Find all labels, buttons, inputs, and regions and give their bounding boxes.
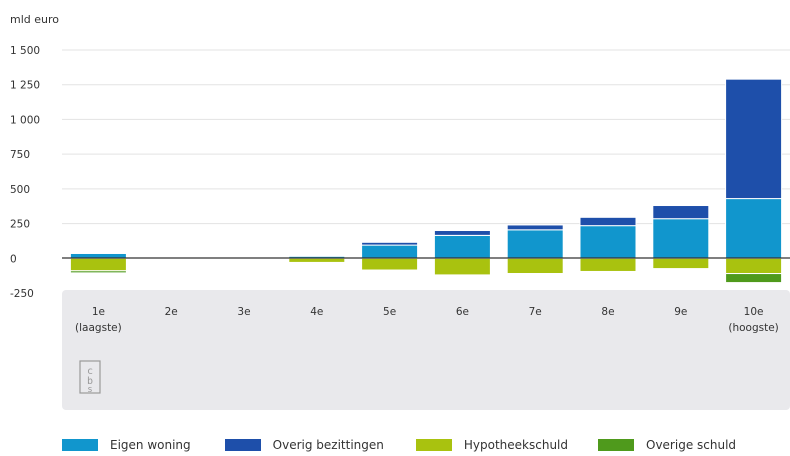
legend: Eigen woning Overig bezittingen Hypotheeks… [62, 438, 736, 452]
svg-text:s: s [87, 385, 92, 395]
cbs-logo: c b s [79, 360, 101, 395]
bar-segment [725, 78, 783, 200]
bar-segment [579, 225, 637, 259]
bars [69, 78, 783, 284]
chart: mld euro 1 500 1 250 1 000 750 500 250 0 -250 1… [10, 13, 790, 410]
bar-segment [652, 218, 710, 259]
bar-segment [433, 274, 491, 277]
bar-segment [506, 273, 564, 275]
svg-text:c: c [87, 366, 93, 377]
y-tick-labels: 1 500 1 250 1 000 750 500 250 0 -250 [10, 45, 40, 300]
bar-segment [506, 224, 564, 231]
legend-item: Overige schuld [598, 438, 736, 452]
y-tick-label: 750 [10, 149, 30, 161]
bar-segment [579, 257, 637, 272]
bar-segment [288, 257, 346, 263]
svg-text:b: b [87, 376, 93, 387]
bar-segment [288, 255, 346, 257]
legend-swatch [415, 439, 452, 451]
y-tick-label: 250 [10, 219, 30, 231]
legend-swatch [62, 439, 98, 451]
bar-segment [361, 257, 419, 271]
y-tick-label: 500 [10, 184, 30, 196]
x-tick-label: 5e [383, 306, 396, 318]
y-tick-label: 1 500 [10, 45, 40, 57]
bar-segment [506, 229, 564, 259]
x-tick-label: 10e (hoogste) [728, 306, 778, 334]
x-tick-label: 3e [237, 306, 250, 318]
bar-segment [361, 241, 419, 246]
bar-segment [725, 198, 783, 259]
bar-segment [433, 234, 491, 259]
legend-item: Overig bezittingen [224, 438, 384, 452]
bar-segment [725, 273, 783, 284]
y-unit-label: mld euro [10, 13, 59, 26]
y-tick-label: 1 250 [10, 80, 40, 92]
x-tick-label: 1e (laagste) [75, 306, 122, 334]
bar-segment [69, 252, 127, 254]
legend-swatch [224, 439, 261, 451]
bar-segment [652, 257, 710, 270]
bar-segment [652, 205, 710, 220]
bar-segment [361, 244, 419, 259]
x-tick-labels: 1e (laagste) 2e 3e 4e 5e 6e 7e 8e 9e 10e (hoogste) [75, 306, 779, 334]
y-tick-label: -250 [10, 288, 34, 300]
x-tick-label: 2e [165, 306, 178, 318]
bar-segment [506, 257, 564, 275]
legend-label: Hypotheekschuld [463, 438, 568, 452]
x-axis-panel [62, 290, 790, 410]
bar-segment [433, 230, 491, 236]
x-tick-label: 7e [529, 306, 542, 318]
bar-segment [69, 257, 127, 272]
x-tick-label: 4e [310, 306, 323, 318]
x-tick-label: 9e [674, 306, 687, 318]
x-tick-label: 8e [601, 306, 614, 318]
legend-swatch [598, 439, 634, 451]
bar-segment [288, 261, 346, 264]
legend-item: Eigen woning [62, 438, 191, 452]
bar-segment [652, 268, 710, 270]
bar-segment [725, 257, 783, 275]
bar-segment [433, 257, 491, 276]
y-tick-label: 1 000 [10, 114, 40, 126]
bar-segment [579, 270, 637, 273]
y-tick-label: 0 [10, 253, 17, 265]
gridlines [62, 49, 790, 225]
legend-label: Overig bezittingen [272, 438, 384, 452]
legend-item: Hypotheekschuld [415, 438, 568, 452]
bar-segment [579, 216, 637, 227]
bar-segment [361, 269, 419, 272]
legend-label: Eigen woning [110, 438, 191, 452]
legend-label: Overige schuld [646, 438, 737, 452]
x-tick-label: 6e [456, 306, 469, 318]
bar-segment [69, 270, 127, 274]
